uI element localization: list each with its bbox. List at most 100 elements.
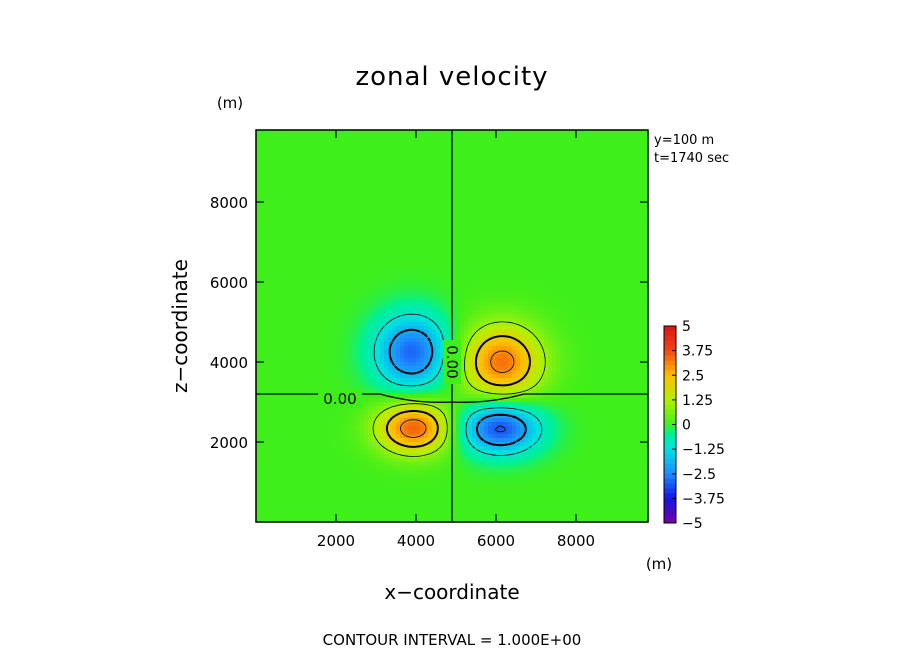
- heatmap-cell: [516, 282, 521, 287]
- heatmap-cell: [644, 214, 649, 219]
- heatmap-cell: [592, 250, 597, 255]
- heatmap-cell: [532, 218, 537, 223]
- heatmap-cell: [476, 166, 481, 171]
- heatmap-cell: [452, 202, 457, 207]
- heatmap-cell: [388, 154, 393, 159]
- heatmap-cell: [452, 210, 457, 215]
- heatmap-cell: [572, 250, 577, 255]
- heatmap-cell: [452, 214, 457, 219]
- heatmap-cell: [584, 186, 589, 191]
- heatmap-cell: [516, 154, 521, 159]
- heatmap-cell: [636, 262, 641, 267]
- heatmap-cell: [404, 294, 409, 299]
- heatmap-cell: [272, 242, 277, 247]
- heatmap-cell: [492, 142, 497, 147]
- heatmap-cell: [544, 214, 549, 219]
- heatmap-cell: [480, 226, 485, 231]
- heatmap-cell: [260, 170, 265, 175]
- heatmap-cell: [468, 290, 473, 295]
- heatmap-cell: [620, 298, 625, 303]
- heatmap-cell: [336, 210, 341, 215]
- heatmap-cell: [580, 238, 585, 243]
- heatmap-cell: [612, 158, 617, 163]
- heatmap-cell: [516, 190, 521, 195]
- heatmap-cell: [300, 274, 305, 279]
- heatmap-cell: [572, 206, 577, 211]
- heatmap-cell: [296, 226, 301, 231]
- heatmap-cell: [556, 142, 561, 147]
- heatmap-cell: [408, 274, 413, 279]
- heatmap-cell: [516, 270, 521, 275]
- heatmap-cell: [428, 198, 433, 203]
- heatmap-cell: [404, 130, 409, 135]
- heatmap-cell: [472, 134, 477, 139]
- heatmap-cell: [464, 270, 469, 275]
- heatmap-cell: [548, 194, 553, 199]
- heatmap-cell: [416, 290, 421, 295]
- heatmap-cell: [380, 222, 385, 227]
- heatmap-cell: [528, 150, 533, 155]
- heatmap-cell: [408, 318, 413, 323]
- heatmap-cell: [284, 198, 289, 203]
- heatmap-cell: [328, 198, 333, 203]
- heatmap-cell: [336, 142, 341, 147]
- heatmap-cell: [504, 150, 509, 155]
- heatmap-cell: [348, 274, 353, 279]
- heatmap-cell: [480, 306, 485, 311]
- heatmap-cell: [400, 250, 405, 255]
- heatmap-cell: [436, 170, 441, 175]
- heatmap-cell: [580, 314, 585, 319]
- heatmap-cell: [512, 166, 517, 171]
- heatmap-cell: [508, 198, 513, 203]
- heatmap-cell: [264, 270, 269, 275]
- heatmap-cell: [332, 250, 337, 255]
- heatmap-cell: [340, 190, 345, 195]
- heatmap-cell: [400, 222, 405, 227]
- heatmap-cell: [412, 138, 417, 143]
- heatmap-cell: [256, 302, 261, 307]
- heatmap-cell: [496, 142, 501, 147]
- heatmap-cell: [528, 158, 533, 163]
- heatmap-cell: [384, 318, 389, 323]
- heatmap-cell: [400, 130, 405, 135]
- heatmap-cell: [632, 202, 637, 207]
- heatmap-cell: [568, 150, 573, 155]
- heatmap-cell: [556, 162, 561, 167]
- heatmap-cell: [444, 230, 449, 235]
- heatmap-cell: [520, 222, 525, 227]
- heatmap-cell: [600, 286, 605, 291]
- heatmap-cell: [580, 206, 585, 211]
- heatmap-cell: [372, 202, 377, 207]
- heatmap-cell: [588, 230, 593, 235]
- heatmap-cell: [528, 258, 533, 263]
- heatmap-cell: [368, 166, 373, 171]
- heatmap-cell: [276, 202, 281, 207]
- heatmap-cell: [384, 262, 389, 267]
- heatmap-cell: [536, 310, 541, 315]
- heatmap-cell: [360, 274, 365, 279]
- heatmap-cell: [348, 194, 353, 199]
- heatmap-cell: [324, 182, 329, 187]
- heatmap-cell: [288, 222, 293, 227]
- heatmap-cell: [476, 182, 481, 187]
- heatmap-cell: [476, 246, 481, 251]
- heatmap-cell: [476, 174, 481, 179]
- heatmap-cell: [432, 182, 437, 187]
- heatmap-cell: [392, 254, 397, 259]
- heatmap-cell: [620, 170, 625, 175]
- heatmap-cell: [264, 254, 269, 259]
- heatmap-cell: [508, 142, 513, 147]
- heatmap-cell: [428, 286, 433, 291]
- heatmap-cell: [620, 322, 625, 327]
- heatmap-cell: [448, 206, 453, 211]
- heatmap-cell: [352, 138, 357, 143]
- heatmap-cell: [264, 210, 269, 215]
- heatmap-cell: [340, 306, 345, 311]
- heatmap-cell: [308, 182, 313, 187]
- heatmap-cell: [524, 182, 529, 187]
- heatmap-cell: [632, 130, 637, 135]
- heatmap-cell: [628, 178, 633, 183]
- heatmap-cell: [604, 278, 609, 283]
- heatmap-cell: [604, 250, 609, 255]
- heatmap-cell: [548, 182, 553, 187]
